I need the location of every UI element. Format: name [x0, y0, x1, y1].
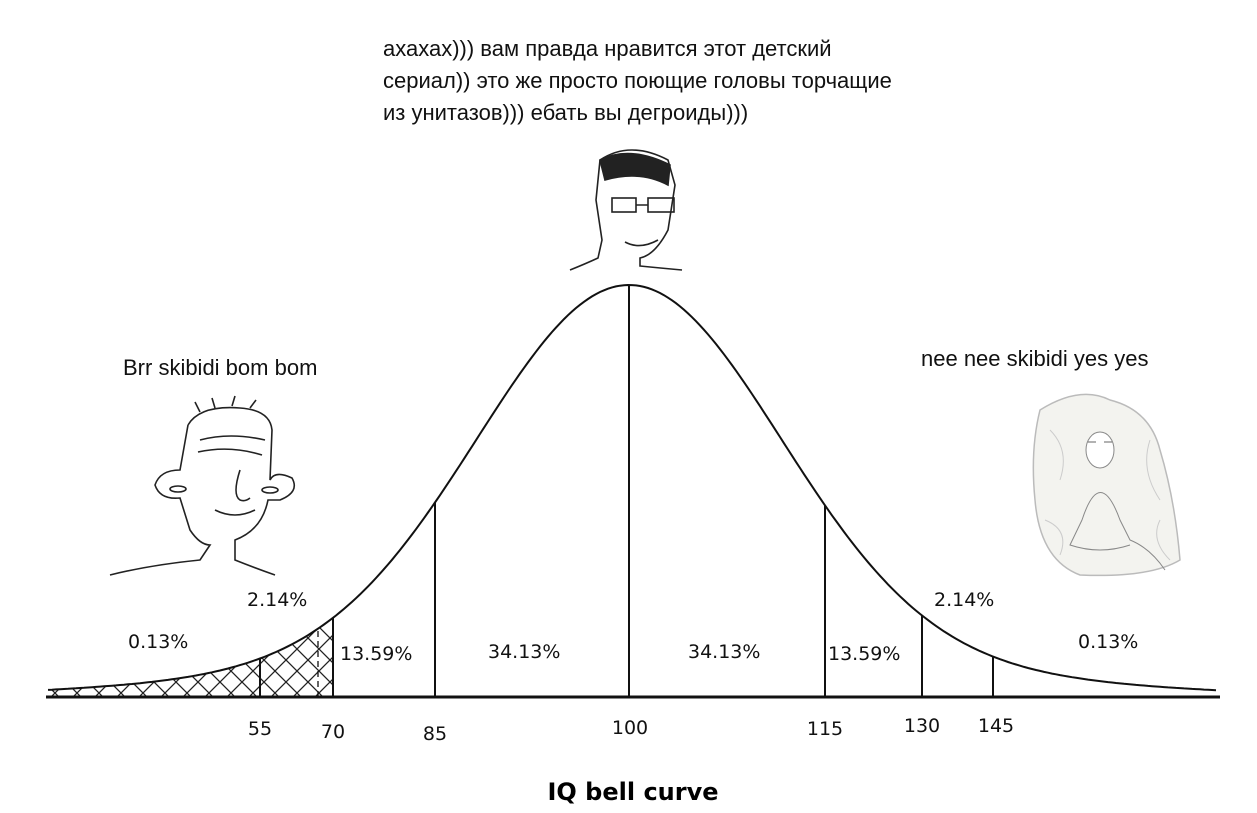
tick-label: 100 — [612, 717, 648, 739]
tick-label: 55 — [248, 718, 272, 740]
mid-iq-face — [569, 149, 683, 271]
caption-line: сериал)) это же просто поющие головы тор… — [383, 68, 892, 93]
region-label: 34.13% — [688, 641, 760, 663]
low-iq-face — [109, 395, 296, 576]
region-label: 13.59% — [340, 643, 412, 665]
region-label: 2.14% — [934, 589, 994, 611]
caption-left: Brr skibidi bom bom — [123, 355, 317, 380]
tick-label: 130 — [904, 715, 940, 737]
region-label: 0.13% — [128, 631, 188, 653]
caption-line: из унитазов))) ебать вы дегроиды))) — [383, 100, 748, 125]
region-label: 2.14% — [247, 589, 307, 611]
caption-right: nee nee skibidi yes yes — [921, 346, 1148, 371]
tick-label: 115 — [807, 718, 843, 740]
curve — [47, 283, 1217, 692]
region-label: 0.13% — [1078, 631, 1138, 653]
tick-label: 70 — [321, 721, 345, 743]
region-label: 13.59% — [828, 643, 900, 665]
caption-line: ахахах))) вам правда нравится этот детск… — [383, 36, 832, 61]
high-iq-figure — [1032, 393, 1181, 577]
tick-label: 145 — [978, 715, 1014, 737]
title: IQ bell curve — [547, 778, 718, 806]
tick-label: 85 — [423, 723, 447, 745]
region-label: 34.13% — [488, 641, 560, 663]
